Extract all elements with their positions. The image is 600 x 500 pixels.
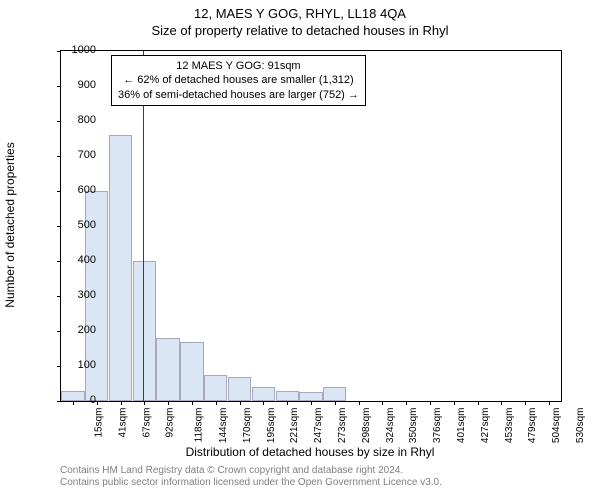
x-tick-mark xyxy=(478,401,479,405)
histogram-bar xyxy=(180,342,203,402)
y-tick-label: 600 xyxy=(78,184,96,196)
histogram-bar xyxy=(323,387,346,401)
x-axis-label: Distribution of detached houses by size … xyxy=(60,445,560,459)
chart-footer: Contains HM Land Registry data © Crown c… xyxy=(60,465,560,489)
y-tick-mark xyxy=(57,261,61,262)
x-tick-label: 247sqm xyxy=(313,408,324,444)
y-tick-label: 700 xyxy=(78,149,96,161)
x-tick-label: 427sqm xyxy=(480,408,491,444)
x-tick-mark xyxy=(454,401,455,405)
x-tick-mark xyxy=(192,401,193,405)
annotation-line-1: 12 MAES Y GOG: 91sqm xyxy=(118,59,359,73)
annotation-line-3: 36% of semi-detached houses are larger (… xyxy=(118,88,359,102)
x-tick-mark xyxy=(263,401,264,405)
histogram-bar xyxy=(228,377,251,402)
y-tick-label: 1000 xyxy=(72,44,96,56)
x-tick-label: 118sqm xyxy=(193,408,204,443)
chart-plot-area: 12 MAES Y GOG: 91sqm← 62% of detached ho… xyxy=(60,50,562,402)
y-tick-label: 300 xyxy=(78,289,96,301)
x-tick-label: 453sqm xyxy=(504,408,515,444)
x-tick-label: 324sqm xyxy=(385,408,396,444)
x-tick-mark xyxy=(501,401,502,405)
y-tick-mark xyxy=(57,51,61,52)
x-tick-label: 144sqm xyxy=(218,408,229,444)
x-tick-label: 401sqm xyxy=(456,408,467,444)
x-tick-mark xyxy=(525,401,526,405)
x-tick-label: 298sqm xyxy=(361,408,372,444)
x-tick-label: 170sqm xyxy=(242,408,253,444)
annotation-line-2: ← 62% of detached houses are smaller (1,… xyxy=(118,73,359,87)
y-tick-mark xyxy=(57,331,61,332)
x-tick-label: 41sqm xyxy=(117,408,128,438)
y-axis-label: Number of detached properties xyxy=(3,142,17,307)
y-tick-mark xyxy=(57,156,61,157)
x-tick-label: 221sqm xyxy=(289,408,300,444)
footer-line-2: Contains public sector information licen… xyxy=(60,477,560,489)
x-tick-label: 273sqm xyxy=(337,408,348,444)
x-tick-label: 530sqm xyxy=(575,408,586,444)
histogram-bar xyxy=(252,387,275,401)
y-tick-mark xyxy=(57,401,61,402)
histogram-bar xyxy=(299,392,322,401)
histogram-bar xyxy=(204,375,227,401)
x-tick-label: 479sqm xyxy=(528,408,539,444)
x-tick-label: 195sqm xyxy=(266,408,277,444)
annotation-box: 12 MAES Y GOG: 91sqm← 62% of detached ho… xyxy=(111,55,366,106)
histogram-bar xyxy=(156,338,179,401)
y-tick-mark xyxy=(57,191,61,192)
histogram-bar xyxy=(133,261,156,401)
x-tick-label: 15sqm xyxy=(93,408,104,438)
x-tick-label: 67sqm xyxy=(141,408,152,438)
y-tick-label: 500 xyxy=(78,219,96,231)
x-tick-mark xyxy=(73,401,74,405)
y-tick-label: 100 xyxy=(78,359,96,371)
x-tick-mark xyxy=(144,401,145,405)
x-tick-label: 92sqm xyxy=(165,408,176,438)
x-tick-mark xyxy=(311,401,312,405)
x-tick-mark xyxy=(549,401,550,405)
y-tick-label: 0 xyxy=(90,394,96,406)
y-tick-mark xyxy=(57,86,61,87)
footer-line-1: Contains HM Land Registry data © Crown c… xyxy=(60,465,560,477)
x-tick-mark xyxy=(287,401,288,405)
y-tick-label: 400 xyxy=(78,254,96,266)
x-tick-mark xyxy=(240,401,241,405)
x-tick-mark xyxy=(406,401,407,405)
y-tick-label: 800 xyxy=(78,114,96,126)
histogram-bar xyxy=(276,391,299,402)
histogram-bar xyxy=(61,391,84,402)
y-tick-label: 900 xyxy=(78,79,96,91)
y-tick-mark xyxy=(57,296,61,297)
x-tick-mark xyxy=(97,401,98,405)
x-tick-mark xyxy=(121,401,122,405)
x-tick-mark xyxy=(382,401,383,405)
x-tick-mark xyxy=(359,401,360,405)
x-tick-mark xyxy=(335,401,336,405)
x-tick-mark xyxy=(216,401,217,405)
y-tick-mark xyxy=(57,366,61,367)
histogram-bar xyxy=(109,135,132,401)
x-tick-mark xyxy=(168,401,169,405)
y-tick-mark xyxy=(57,226,61,227)
chart-supertitle: 12, MAES Y GOG, RHYL, LL18 4QA xyxy=(0,0,600,21)
x-tick-label: 504sqm xyxy=(551,408,562,444)
y-tick-label: 200 xyxy=(78,324,96,336)
x-tick-mark xyxy=(430,401,431,405)
chart-title: Size of property relative to detached ho… xyxy=(0,21,600,38)
x-tick-label: 350sqm xyxy=(409,408,420,444)
y-tick-mark xyxy=(57,121,61,122)
x-tick-label: 376sqm xyxy=(432,408,443,444)
